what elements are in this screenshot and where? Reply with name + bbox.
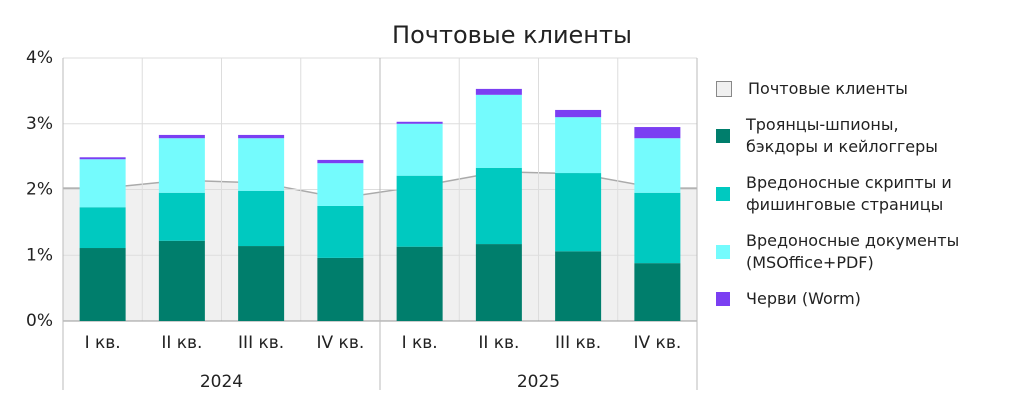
bar-segment (475, 88, 522, 95)
y-tick-label: 1% (26, 245, 53, 265)
bar-segment (317, 205, 364, 258)
bar-segment (396, 123, 443, 176)
x-tick-label: I кв. (402, 333, 438, 353)
bar-segment (555, 251, 602, 321)
group-label: 2024 (200, 372, 243, 392)
bar-segment (79, 157, 126, 160)
bar-segment (158, 192, 205, 241)
bar-segment (396, 246, 443, 321)
bar-segment (79, 207, 126, 249)
bar-segment (238, 138, 285, 191)
x-tick-label: II кв. (478, 333, 519, 353)
bar-segment (158, 138, 205, 193)
bar-segment (238, 246, 285, 321)
bar-segment (555, 109, 602, 118)
legend-item: Троянцы-шпионы, бэкдоры и кейлоггеры (716, 114, 1016, 158)
legend-swatch (716, 245, 730, 259)
y-tick-label: 2% (26, 180, 53, 200)
legend-label: Вредоносные скрипты и фишинговые страниц… (746, 173, 952, 214)
bar-segment (475, 94, 522, 168)
legend-swatch (716, 187, 730, 201)
y-tick-label: 0% (26, 311, 53, 331)
bar-segment (555, 173, 602, 252)
legend-item: Вредоносные скрипты и фишинговые страниц… (716, 172, 1016, 216)
bar-segment (555, 117, 602, 174)
y-tick-label: 3% (26, 114, 53, 134)
chart-title: Почтовые клиенты (392, 21, 632, 49)
x-tick-label: III кв. (238, 333, 284, 353)
group-label: 2025 (517, 372, 560, 392)
bar-segment (317, 163, 364, 206)
x-tick-label: I кв. (85, 333, 121, 353)
bar-segment (158, 240, 205, 321)
legend-swatch (716, 81, 732, 97)
legend-label: Вредоносные документы (MSOffice+PDF) (746, 231, 960, 272)
bar-segment (317, 159, 364, 164)
bar-segment (317, 257, 364, 321)
legend-swatch (716, 129, 730, 143)
legend: Почтовые клиенты Троянцы-шпионы, бэкдоры … (716, 78, 1016, 310)
bar-segment (238, 190, 285, 247)
legend-item: Черви (Worm) (716, 288, 1016, 310)
legend-item: Вредоносные документы (MSOffice+PDF) (716, 230, 1016, 274)
bar-segment (634, 263, 681, 321)
bar-segment (238, 134, 285, 139)
bar-segment (475, 167, 522, 245)
legend-label: Троянцы-шпионы, бэкдоры и кейлоггеры (746, 115, 938, 156)
legend-label: Черви (Worm) (746, 289, 861, 308)
x-tick-label: II кв. (161, 333, 202, 353)
bar-segment (79, 248, 126, 321)
bar-segment (158, 134, 205, 139)
bar-segment (475, 244, 522, 321)
bar-segment (634, 138, 681, 193)
bar-segment (634, 192, 681, 264)
bar-segment (396, 175, 443, 247)
legend-swatch (716, 292, 730, 306)
x-tick-label: IV кв. (634, 333, 682, 353)
bar-segment (396, 121, 443, 124)
bar-segment (634, 127, 681, 139)
x-tick-label: III кв. (555, 333, 601, 353)
legend-item: Почтовые клиенты (716, 78, 1016, 100)
x-tick-label: IV кв. (317, 333, 365, 353)
y-tick-label: 4% (26, 48, 53, 68)
legend-label: Почтовые клиенты (748, 79, 908, 98)
bar-segment (79, 159, 126, 208)
